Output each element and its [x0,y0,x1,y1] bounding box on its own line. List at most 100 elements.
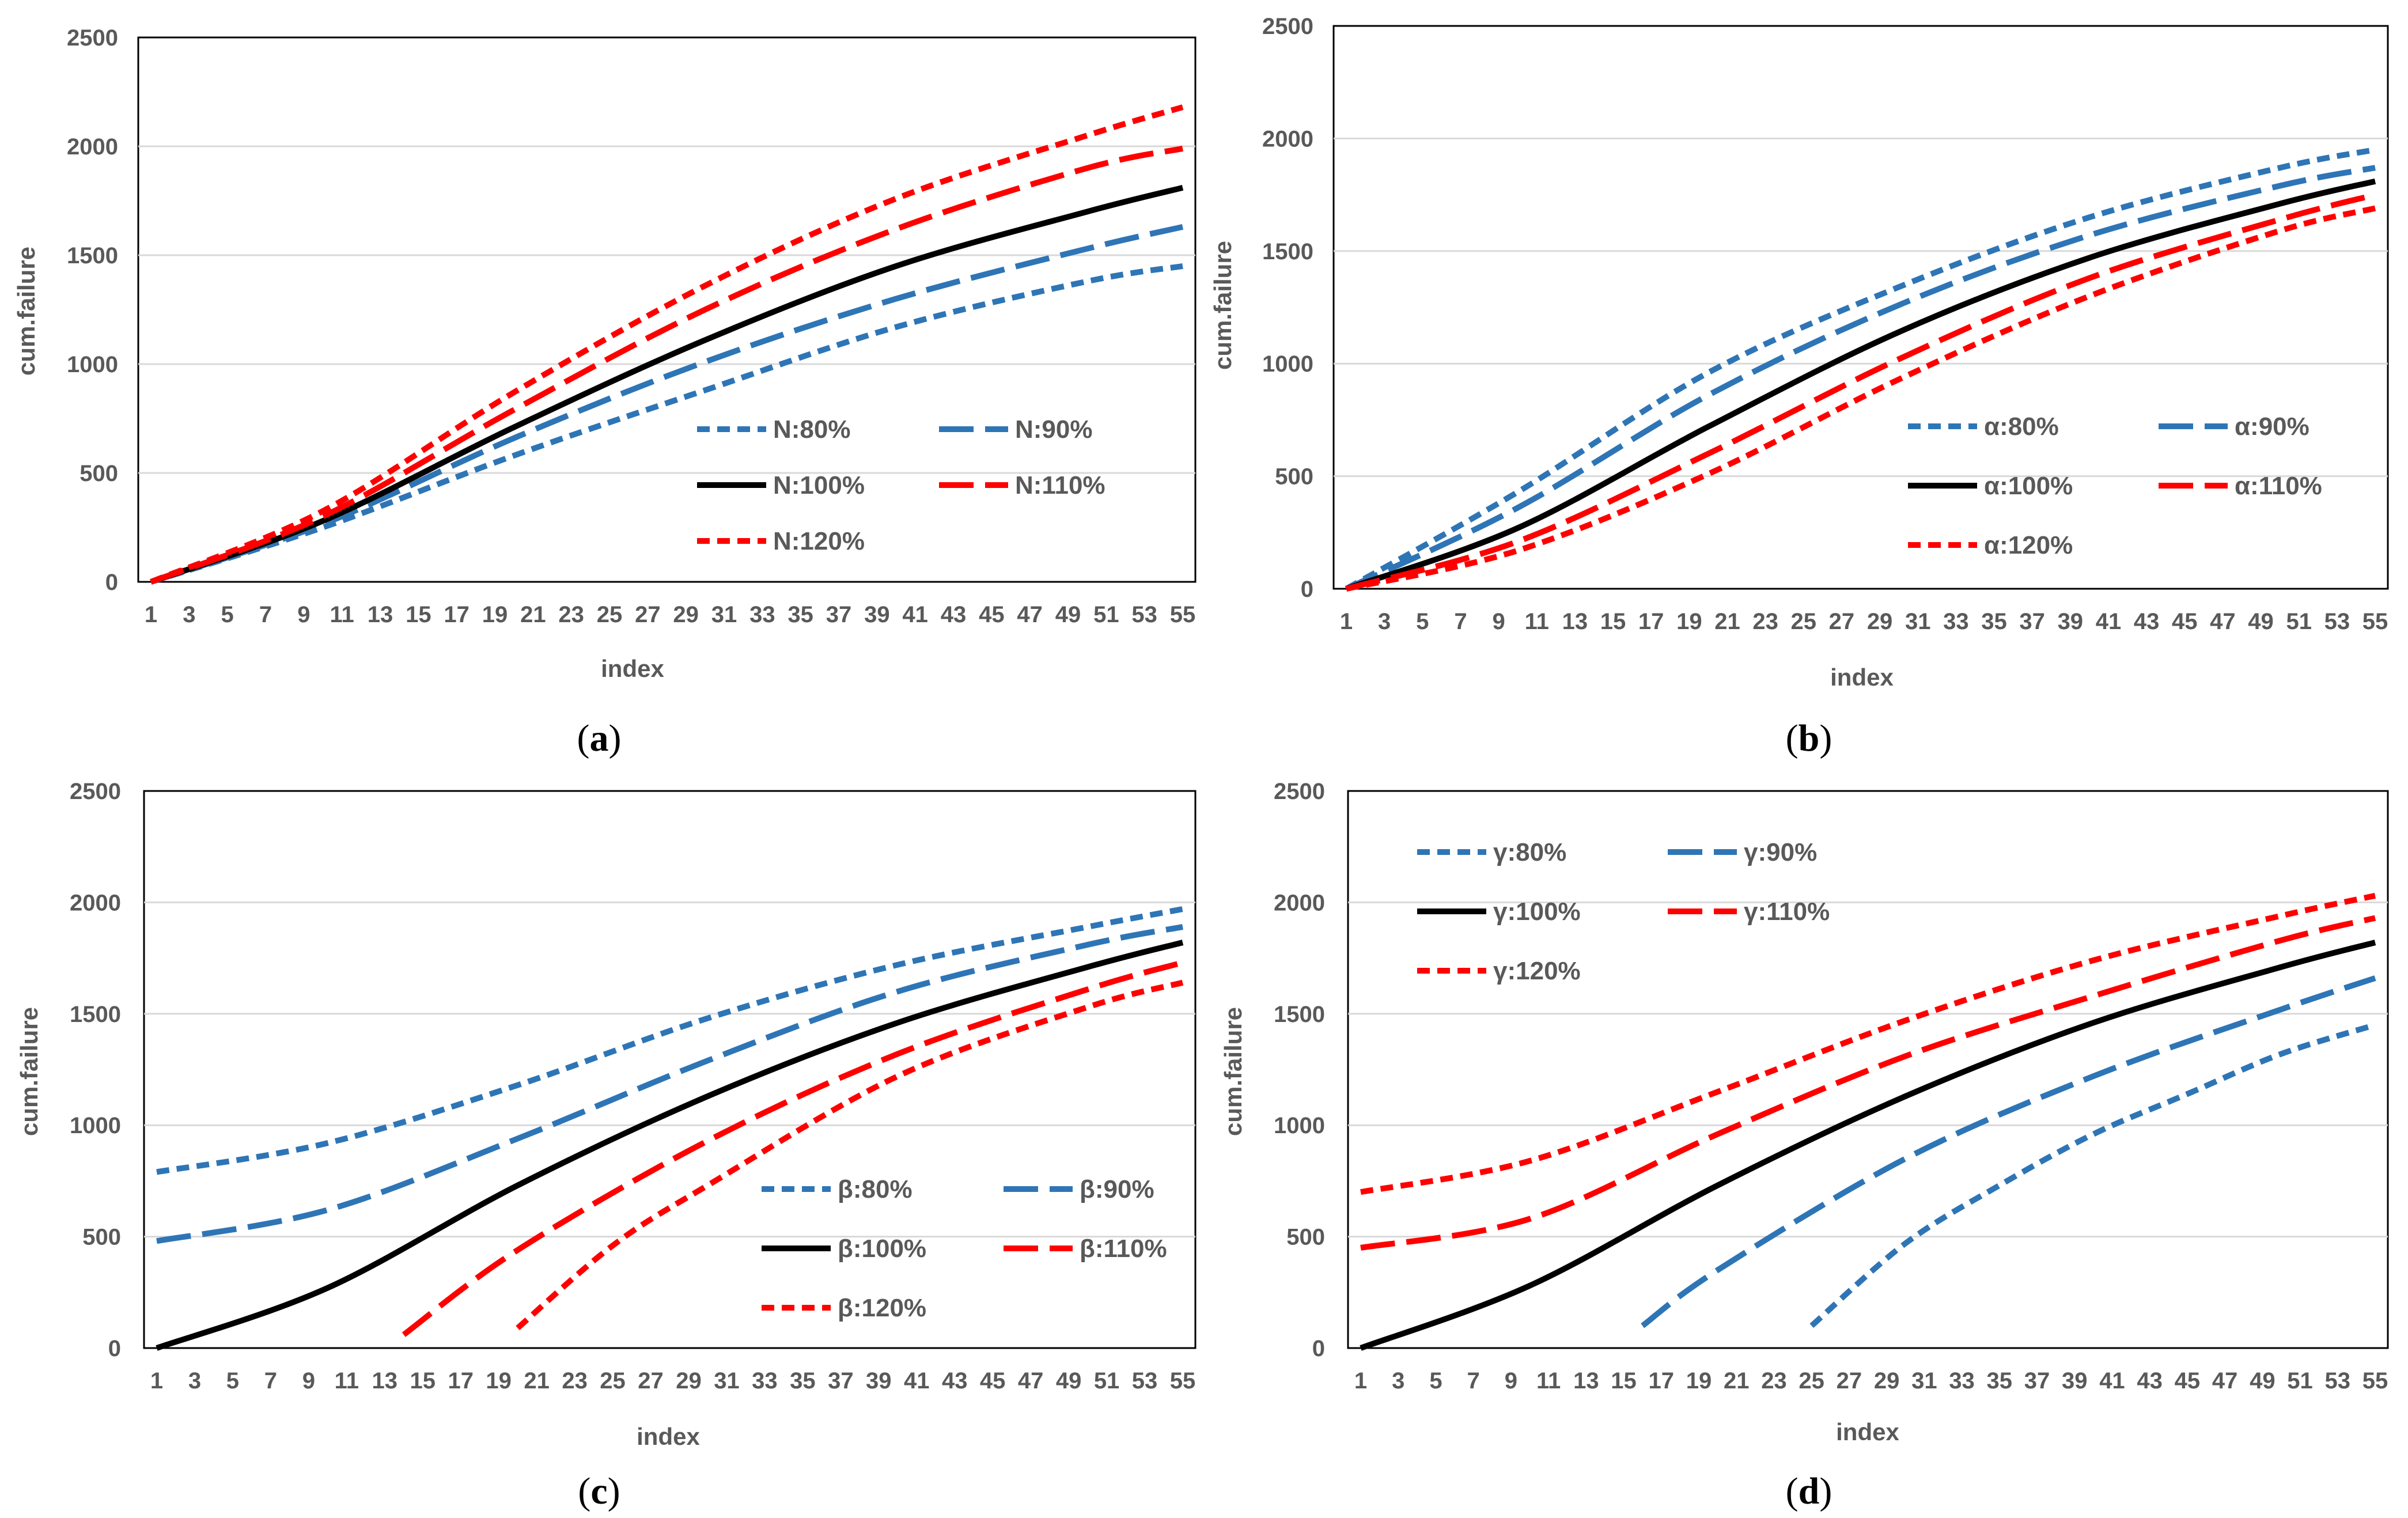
y-tick-label-d-2000: 2000 [1274,890,1325,915]
x-tick-label-d-55: 55 [2362,1368,2388,1394]
x-tick-label-c-39: 39 [866,1368,892,1394]
x-tick-label-c-15: 15 [410,1368,436,1394]
y-tick-label-a-0: 0 [105,570,118,595]
x-tick-label-d-15: 15 [1611,1368,1637,1394]
legend-label-c-4: β:110% [1080,1235,1167,1263]
series-line-d-4 [1360,915,2376,1251]
y-tick-label-c-1000: 1000 [70,1113,121,1138]
x-tick-label-d-17: 17 [1649,1368,1675,1394]
series-lines-a [150,104,1184,585]
series-line-c-5 [516,979,1184,1330]
x-tick-labels-a: 1 3 5 7 9 11 13 15 17 19 21 23 25 27 29 31 33 35 37 39 41 43 4… [145,602,1195,627]
gridlines-a [138,145,1195,474]
x-tick-label-c-19: 19 [486,1368,512,1394]
series-line-c-3 [156,940,1184,1351]
series-line-c-2 [156,923,1183,1244]
x-tick-label-b-41: 41 [2096,609,2122,634]
y-tick-label-b-1500: 1500 [1262,239,1313,264]
x-tick-label-b-31: 31 [1905,609,1931,634]
x-tick-label-c-1: 1 [150,1368,163,1394]
x-tick-label-c-5: 5 [226,1368,239,1394]
x-tick-label-b-1: 1 [1340,609,1353,634]
x-axis-title-d: index [1836,1418,1899,1445]
x-tick-label-d-11: 11 [1536,1368,1561,1394]
legend-label-a-5: N:120% [773,527,865,555]
x-tick-label-a-37: 37 [826,602,852,627]
x-tick-label-d-25: 25 [1799,1368,1824,1394]
x-tick-label-d-45: 45 [2175,1368,2201,1394]
y-tick-label-d-1500: 1500 [1274,1002,1325,1027]
x-tick-label-c-55: 55 [1170,1368,1196,1394]
x-tick-label-b-39: 39 [2058,609,2084,634]
x-tick-label-d-43: 43 [2137,1368,2163,1394]
x-tick-label-c-23: 23 [562,1368,588,1394]
y-tick-label-b-1000: 1000 [1262,351,1313,377]
series-line-b-5 [1345,205,2376,592]
x-tick-label-c-13: 13 [372,1368,398,1394]
legend-label-c-3: β:100% [838,1235,926,1263]
legend-b: α:80% α:90% α:100% α:110% α:120% [1908,412,2322,559]
x-tick-label-c-17: 17 [448,1368,474,1394]
x-tick-label-b-35: 35 [1981,609,2007,634]
x-tick-label-c-35: 35 [790,1368,816,1394]
x-tick-label-c-29: 29 [676,1368,702,1394]
legend-label-d-2: γ:90% [1744,838,1817,866]
x-tick-label-b-19: 19 [1676,609,1702,634]
x-tick-label-d-51: 51 [2287,1368,2313,1394]
x-tick-label-a-23: 23 [558,602,584,627]
x-tick-label-a-11: 11 [330,602,354,627]
x-tick-label-c-43: 43 [942,1368,968,1394]
x-tick-label-c-3: 3 [188,1368,201,1394]
legend-label-b-4: α:110% [2235,472,2322,500]
legend-label-b-2: α:90% [2235,412,2309,441]
x-tick-label-d-13: 13 [1573,1368,1599,1394]
legend-c: β:80% β:90% β:100% β:110% β:120% [762,1175,1167,1322]
y-tick-label-b-2000: 2000 [1262,126,1313,152]
series-line-d-2 [1641,975,2376,1328]
x-tick-label-d-53: 53 [2325,1368,2351,1394]
gridlines-d [1348,901,2388,1238]
x-tick-label-b-49: 49 [2248,609,2274,634]
x-tick-label-a-15: 15 [406,602,431,627]
series-line-a-3 [150,184,1184,585]
x-tick-label-a-49: 49 [1055,602,1081,627]
x-tick-label-a-41: 41 [902,602,928,627]
x-tick-label-a-47: 47 [1017,602,1043,627]
x-tick-label-d-33: 33 [1949,1368,1975,1394]
legend-label-b-3: α:100% [1984,472,2073,500]
x-tick-label-d-29: 29 [1874,1368,1900,1394]
panel-caption-a: (a) [577,717,622,759]
series-lines-c [156,906,1184,1351]
x-tick-label-c-33: 33 [752,1368,778,1394]
x-tick-label-a-3: 3 [183,602,195,627]
y-tick-label-c-1500: 1500 [70,1002,121,1027]
panel-caption-c: (c) [578,1470,620,1512]
x-tick-label-c-31: 31 [714,1368,740,1394]
x-tick-label-a-7: 7 [259,602,272,627]
x-tick-label-b-33: 33 [1943,609,1969,634]
x-tick-label-b-53: 53 [2324,609,2350,634]
x-tick-label-a-21: 21 [520,602,546,627]
x-tick-label-b-7: 7 [1454,609,1467,634]
x-tick-label-d-19: 19 [1686,1368,1712,1394]
x-axis-title-b: index [1830,664,1894,691]
x-tick-label-b-23: 23 [1752,609,1778,634]
legend-label-d-3: γ:100% [1493,898,1581,926]
y-tick-labels-c: 0 500 1000 1500 2000 2500 [70,779,121,1361]
legend-label-a-3: N:100% [773,471,865,499]
y-tick-label-a-2000: 2000 [67,134,118,160]
y-tick-label-a-2500: 2500 [67,25,118,51]
x-tick-label-d-37: 37 [2024,1368,2050,1394]
x-tick-label-b-11: 11 [1525,609,1549,634]
x-tick-labels-c: 1 3 5 7 9 11 13 15 17 19 21 23 25 27 29 31 33 35 37 39 41 43 4… [150,1368,1195,1394]
x-tick-label-a-43: 43 [941,602,967,627]
y-tick-label-a-1000: 1000 [67,352,118,377]
legend-label-a-2: N:90% [1015,415,1093,444]
series-line-a-2 [150,224,1184,585]
x-tick-label-c-7: 7 [264,1368,277,1394]
plot-area-a [137,36,1197,583]
x-tick-label-b-15: 15 [1600,609,1626,634]
legend-label-c-5: β:120% [838,1294,926,1322]
